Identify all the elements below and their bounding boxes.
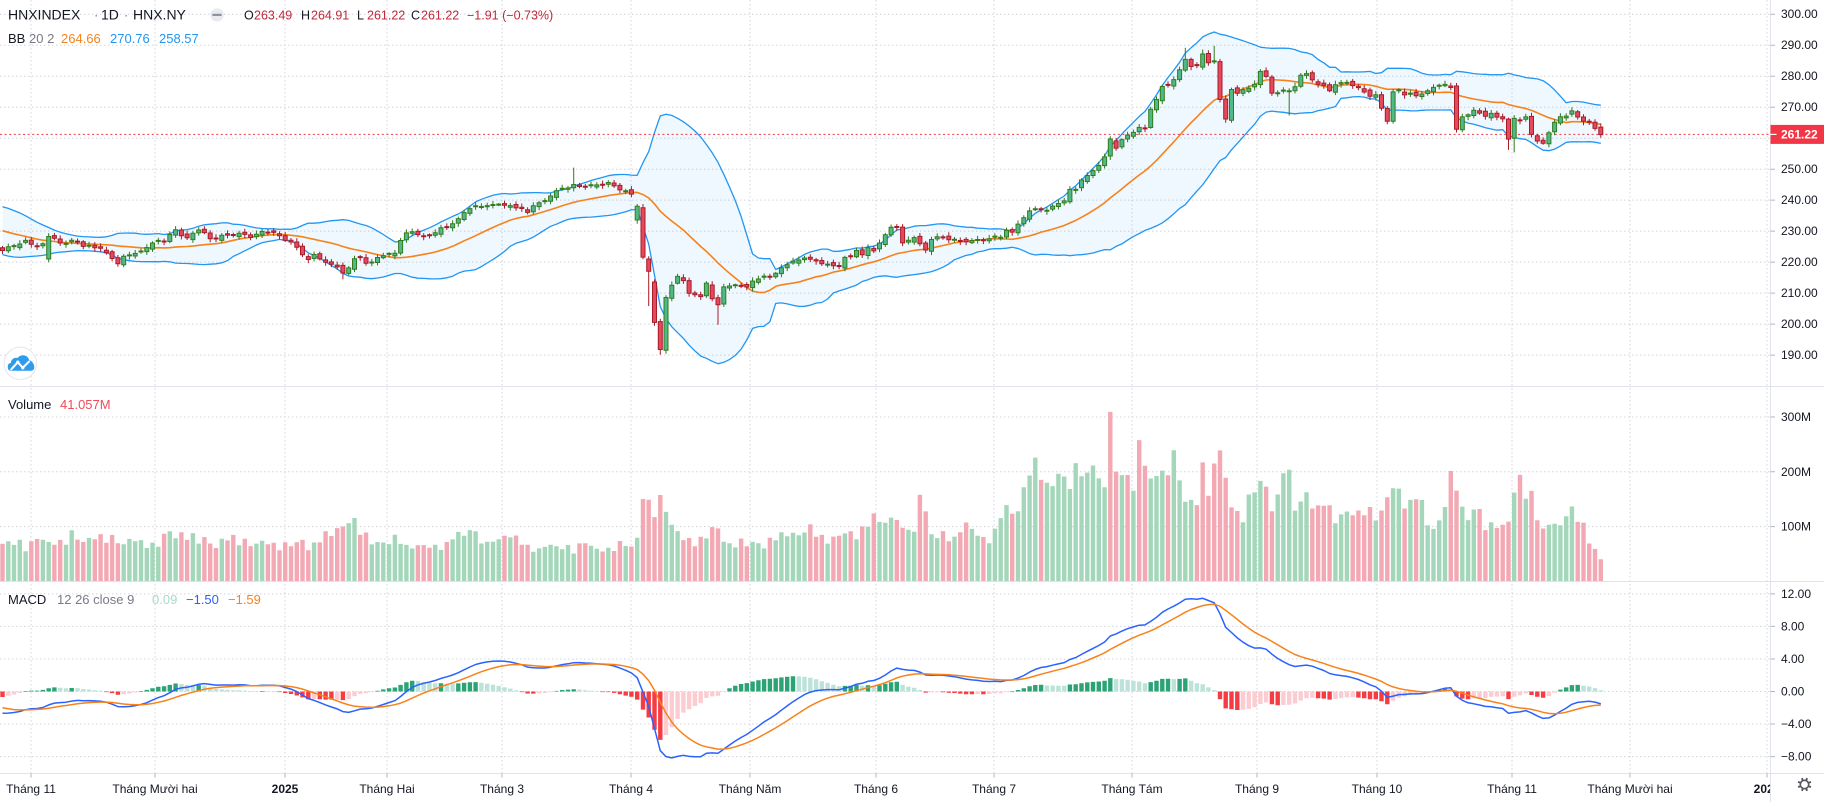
svg-text:Tháng 4: Tháng 4 (609, 782, 653, 796)
svg-text:−8.00: −8.00 (1781, 750, 1812, 764)
svg-text:280.00: 280.00 (1781, 69, 1818, 83)
svg-text:1D: 1D (101, 7, 119, 23)
svg-text:240.00: 240.00 (1781, 193, 1818, 207)
svg-text:258.57: 258.57 (159, 31, 199, 46)
svg-text:210.00: 210.00 (1781, 286, 1818, 300)
svg-text:Tháng 9: Tháng 9 (1235, 782, 1279, 796)
svg-text:2025: 2025 (272, 782, 299, 796)
svg-text:190.00: 190.00 (1781, 348, 1818, 362)
svg-text:12 26 close 9: 12 26 close 9 (57, 592, 134, 607)
svg-text:Tháng Mười hai: Tháng Mười hai (1587, 782, 1672, 796)
svg-text:Tháng Năm: Tháng Năm (719, 782, 782, 796)
svg-text:8.00: 8.00 (1781, 619, 1805, 633)
svg-text:Tháng Tám: Tháng Tám (1101, 782, 1162, 796)
svg-text:12.00: 12.00 (1781, 587, 1811, 601)
svg-text:0.09: 0.09 (152, 592, 177, 607)
svg-text:Volume: Volume (8, 397, 51, 412)
svg-text:·: · (124, 8, 128, 23)
svg-text:H: H (301, 9, 310, 23)
svg-text:Tháng 3: Tháng 3 (480, 782, 524, 796)
svg-text:300M: 300M (1781, 410, 1811, 424)
svg-text:L: L (357, 9, 364, 23)
svg-text:−4.00: −4.00 (1781, 717, 1812, 731)
svg-text:Tháng 11: Tháng 11 (6, 782, 56, 796)
svg-text:261.22: 261.22 (367, 9, 405, 23)
svg-text:270.00: 270.00 (1781, 100, 1818, 114)
svg-text:0.00: 0.00 (1781, 685, 1805, 699)
svg-text:200M: 200M (1781, 465, 1811, 479)
svg-text:200.00: 200.00 (1781, 317, 1818, 331)
svg-text:Tháng 11: Tháng 11 (1487, 782, 1537, 796)
svg-text:Tháng 6: Tháng 6 (854, 782, 898, 796)
svg-text:230.00: 230.00 (1781, 224, 1818, 238)
svg-text:−1.59: −1.59 (228, 592, 261, 607)
svg-text:−1.91 (−0.73%): −1.91 (−0.73%) (467, 9, 553, 23)
svg-text:Tháng 10: Tháng 10 (1352, 782, 1403, 796)
svg-text:·: · (94, 8, 98, 23)
svg-text:250.00: 250.00 (1781, 162, 1818, 176)
svg-text:263.49: 263.49 (254, 9, 292, 23)
svg-text:4.00: 4.00 (1781, 652, 1805, 666)
svg-text:264.66: 264.66 (61, 31, 101, 46)
svg-text:20 2: 20 2 (29, 31, 54, 46)
svg-text:HNXINDEX: HNXINDEX (8, 7, 81, 23)
svg-text:290.00: 290.00 (1781, 38, 1818, 52)
svg-text:−1.50: −1.50 (186, 592, 219, 607)
svg-text:Tháng 7: Tháng 7 (972, 782, 1016, 796)
svg-text:Tháng Hai: Tháng Hai (359, 782, 414, 796)
svg-text:264.91: 264.91 (311, 9, 349, 23)
svg-text:C: C (411, 9, 420, 23)
svg-text:HNX.NY: HNX.NY (133, 7, 187, 23)
svg-text:BB: BB (8, 31, 25, 46)
svg-text:Tháng Mười hai: Tháng Mười hai (112, 782, 197, 796)
svg-text:220.00: 220.00 (1781, 255, 1818, 269)
svg-text:MACD: MACD (8, 592, 46, 607)
svg-text:100M: 100M (1781, 520, 1811, 534)
svg-text:261.22: 261.22 (1781, 128, 1818, 142)
svg-text:300.00: 300.00 (1781, 7, 1818, 21)
svg-text:O: O (244, 9, 254, 23)
svg-text:261.22: 261.22 (421, 9, 459, 23)
svg-text:270.76: 270.76 (110, 31, 150, 46)
svg-text:41.057M: 41.057M (60, 397, 111, 412)
